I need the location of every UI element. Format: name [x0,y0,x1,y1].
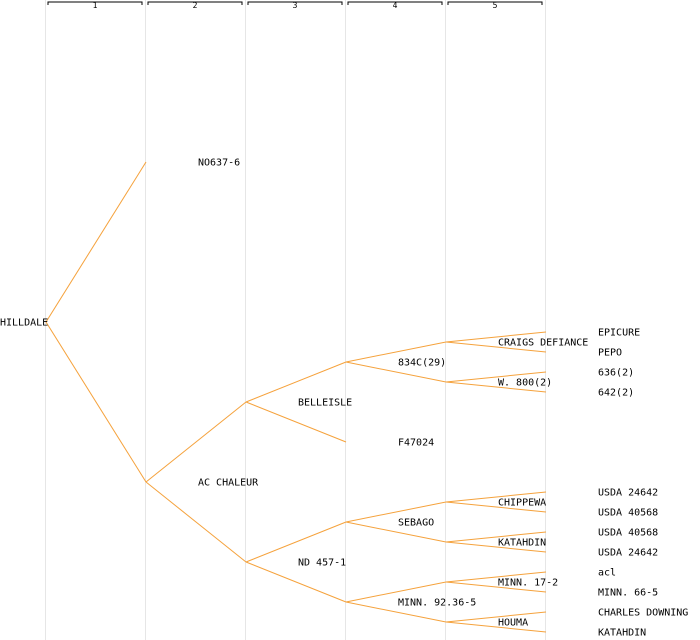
pedigree-edge [445,581,547,593]
pedigree-edge [345,581,447,603]
node-belleisle[interactable]: BELLEISLE [298,398,352,409]
pedigree-edge [345,501,447,523]
node-hilldale[interactable]: HILLDALE [0,318,48,329]
generation-number: 5 [493,1,498,10]
generation-number: 2 [193,1,198,10]
pedigree-edge [45,321,147,483]
node-usda24642a[interactable]: USDA 24642 [598,488,658,499]
node-minn172[interactable]: MINN. 17-2 [498,578,558,589]
generation-bracket [147,1,243,5]
pedigree-edge [445,331,547,343]
generation-headers: 1 2 3 4 5 [47,1,543,10]
node-636[interactable]: 636(2) [598,368,634,379]
generation-bracket [447,1,543,5]
pedigree-edge [45,161,147,323]
generation-rules [45,0,546,640]
node-charles[interactable]: CHARLES DOWNING [598,608,688,619]
pedigree-edge [445,541,547,553]
pedigree-edge [445,491,547,503]
pedigree-edge [345,341,447,363]
node-houma[interactable]: HOUMA [498,618,528,629]
pedigree-edge [445,501,547,513]
node-craigs[interactable]: CRAIGS DEFIANCE [498,338,588,349]
pedigree-edge [345,601,447,623]
generation-bracket [347,1,443,5]
node-834c[interactable]: 834C(29) [398,358,446,369]
pedigree-edge [245,361,347,403]
node-acchaleur[interactable]: AC CHALEUR [198,478,259,489]
node-sebago[interactable]: SEBAGO [398,518,434,529]
pedigree-edge [445,341,547,353]
pedigree-edge [145,481,247,563]
node-usda40568a[interactable]: USDA 40568 [598,508,658,519]
node-minn665[interactable]: MINN. 66-5 [598,588,658,599]
node-nd457[interactable]: ND 457-1 [298,558,346,569]
generation-number: 1 [93,1,98,10]
pedigree-edge [245,521,347,563]
node-usda24642b[interactable]: USDA 24642 [598,548,658,559]
pedigree-edge [345,521,447,543]
node-w800[interactable]: W. 800(2) [498,378,552,389]
pedigree-edge [445,381,547,393]
pedigree-edge [145,401,247,483]
node-f47024[interactable]: F47024 [398,438,434,449]
pedigree-edge [345,361,447,383]
generation-bracket [47,1,143,5]
pedigree-edge [445,531,547,543]
pedigree-edges [45,161,547,633]
pedigree-edge [245,401,347,443]
node-epicure[interactable]: EPICURE [598,328,640,339]
pedigree-edge [445,571,547,583]
pedigree-node-labels: HILLDALE NO637-6 AC CHALEUR BELLEISLE ND 457… [0,158,688,639]
node-642[interactable]: 642(2) [598,388,634,399]
generation-bracket [247,1,343,5]
node-usda40568b[interactable]: USDA 40568 [598,528,658,539]
pedigree-edge [245,561,347,603]
node-acl[interactable]: acl [598,568,616,579]
generation-number: 4 [393,1,398,10]
generation-number: 3 [293,1,298,10]
node-minn9236[interactable]: MINN. 92.36-5 [398,598,476,609]
node-katahdin2[interactable]: KATAHDIN [598,628,646,639]
pedigree-edge [445,371,547,383]
node-katahdin1[interactable]: KATAHDIN [498,538,546,549]
node-pepo[interactable]: PEPO [598,348,622,359]
pedigree-edge [445,611,547,623]
node-no637[interactable]: NO637-6 [198,158,240,169]
node-chippewa[interactable]: CHIPPEWA [498,498,546,509]
pedigree-edge [445,621,547,633]
